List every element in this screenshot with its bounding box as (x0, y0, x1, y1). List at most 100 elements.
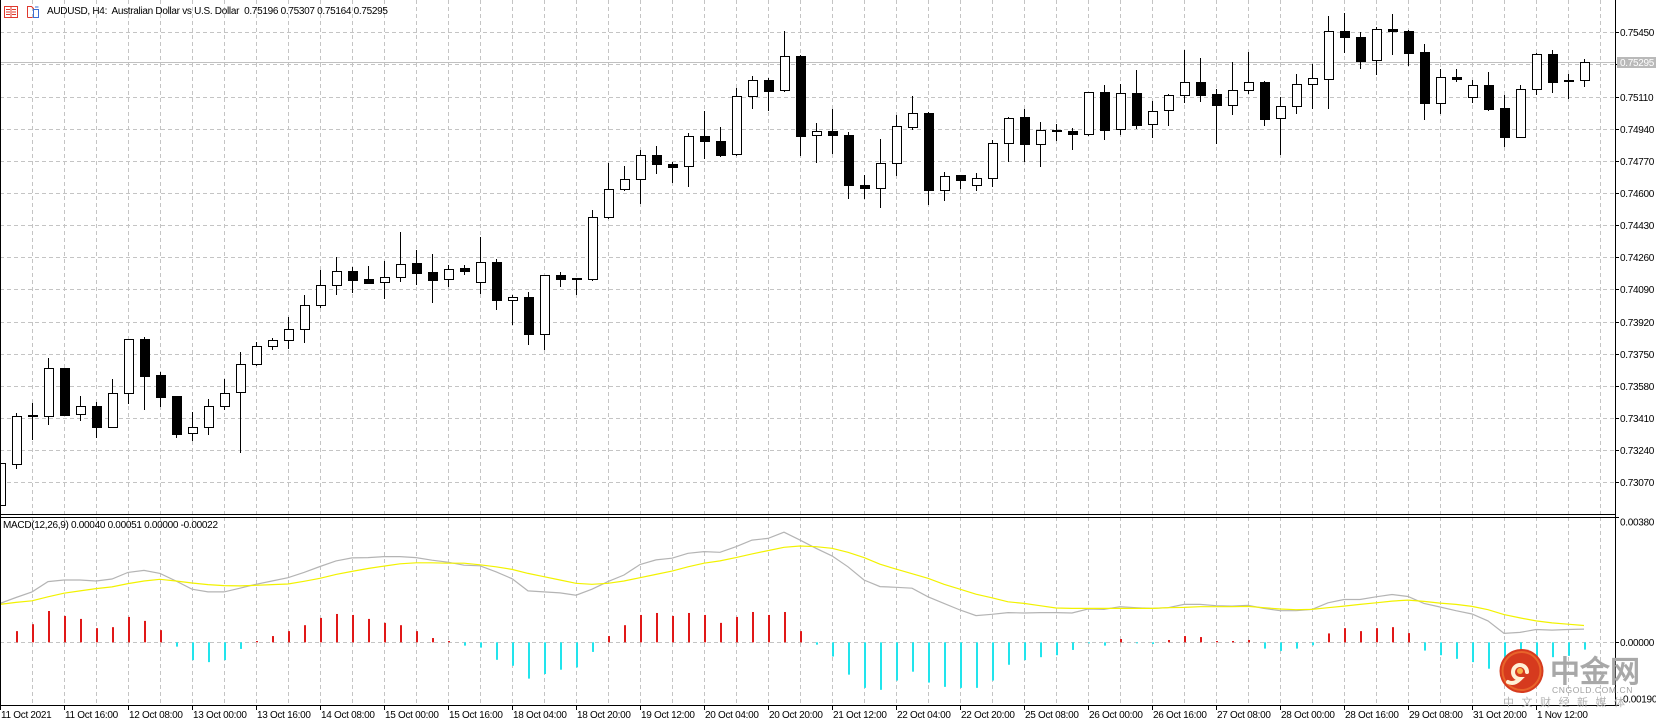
histogram-bar-negative (1312, 642, 1314, 646)
macd-pane-background[interactable] (0, 517, 1615, 705)
time-label: 31 Oct 20:00 (1473, 710, 1527, 721)
watermark-domain: CNGOLD.COM.CN (1552, 685, 1633, 695)
macd-axis[interactable]: 0.00380 0.00000 -0.00190 (1615, 517, 1656, 706)
time-axis[interactable]: 11 Oct 2021 11 Oct 16:00 12 Oct 08:00 13 Oc… (0, 705, 1615, 721)
candle (364, 266, 374, 284)
histogram-bar-negative (1456, 642, 1458, 659)
price-label: 0.73240 (1620, 446, 1655, 457)
candle (460, 265, 470, 275)
macd-pane[interactable] (0, 517, 1615, 705)
price-axis[interactable]: 0.754500.752800.751100.749400.747700.746… (1615, 0, 1656, 705)
candle-body-bull (1116, 93, 1126, 130)
candle-body-bull (236, 364, 246, 393)
candle-body-bear (364, 279, 374, 284)
candle-body-bull (620, 179, 630, 190)
histogram-bar-positive (160, 630, 162, 643)
candle-body-bull (204, 406, 214, 428)
candle (1052, 124, 1062, 141)
one-click-trading-icon[interactable] (26, 5, 40, 18)
candle (1292, 74, 1302, 114)
candle-body-bear (956, 175, 966, 181)
candle-body-bull (684, 136, 694, 167)
watermark-brand: 中金网 (1550, 655, 1640, 690)
histogram-bar-negative (1472, 642, 1474, 663)
histogram-bar-negative (1104, 642, 1106, 646)
candle-body-bull (876, 163, 886, 189)
candle (1468, 80, 1478, 103)
time-label: 13 Oct 16:00 (257, 710, 311, 721)
candle (620, 166, 630, 191)
macd-line (0, 531, 1585, 635)
candle-body-bull (268, 340, 278, 347)
histogram-bar-positive (400, 625, 402, 643)
price-pane[interactable] (0, 0, 1615, 514)
candle-body-bull (508, 297, 518, 301)
candle-body-bull (332, 271, 342, 286)
histogram-bar-negative (1040, 642, 1042, 658)
histogram-bar-negative (560, 642, 562, 670)
histogram-bar-negative (1440, 642, 1442, 656)
signal-line (0, 545, 1585, 627)
candle-body-bull (1180, 82, 1190, 96)
candle (940, 172, 950, 201)
price-label: 0.74940 (1620, 125, 1655, 136)
candle-body-bull (892, 126, 902, 164)
candle (1548, 50, 1558, 93)
time-label: 26 Oct 16:00 (1153, 710, 1207, 721)
time-label: 20 Oct 04:00 (705, 710, 759, 721)
time-label: 21 Oct 12:00 (833, 710, 887, 721)
candle (1036, 122, 1046, 167)
histogram-bar-positive (1120, 639, 1122, 643)
candle (716, 127, 726, 157)
macd-histogram (16, 611, 1586, 690)
candle (1164, 94, 1174, 126)
depth-of-market-icon[interactable] (4, 6, 18, 19)
macd-axis-label: 0.00000 (1620, 638, 1655, 649)
candle-body-bull (1516, 89, 1526, 138)
histogram-bar-positive (448, 641, 450, 643)
histogram-bar-negative (592, 642, 594, 652)
candle (108, 379, 118, 428)
candle-body-bull (1228, 90, 1238, 106)
candle-body-bear (92, 406, 102, 428)
price-label: 0.75450 (1620, 28, 1655, 39)
candle (1420, 44, 1430, 120)
candle-body-bull (380, 277, 390, 283)
candle (492, 259, 502, 310)
candle (1308, 64, 1318, 109)
histogram-bar-positive (384, 622, 386, 643)
candle (972, 173, 982, 191)
histogram-bar-positive (80, 618, 82, 643)
candle (652, 146, 662, 174)
candle-body-bear (924, 113, 934, 191)
candle (876, 139, 886, 208)
candle (1580, 59, 1590, 87)
time-label: 28 Oct 00:00 (1281, 710, 1335, 721)
histogram-bar-positive (1248, 640, 1250, 643)
histogram-bar-positive (752, 611, 754, 643)
histogram-bar-negative (176, 642, 178, 647)
candle (220, 379, 230, 410)
histogram-bar-negative (1568, 642, 1570, 656)
histogram-bar-positive (720, 622, 722, 643)
time-label: 15 Oct 16:00 (449, 710, 503, 721)
candle (76, 396, 86, 421)
histogram-bar-positive (1376, 628, 1378, 643)
candle-body-bull (108, 393, 118, 428)
histogram-bar-positive (272, 636, 274, 643)
histogram-bar-negative (1552, 642, 1554, 658)
candle (524, 292, 534, 345)
candle-body-bear (428, 272, 438, 281)
histogram-bar-negative (976, 642, 978, 688)
candle-body-doji (572, 278, 582, 280)
price-label: 0.73920 (1620, 318, 1655, 329)
candle-body-bull (316, 285, 326, 306)
histogram-bar-positive (16, 631, 18, 643)
candle (636, 150, 646, 204)
time-label: 22 Oct 20:00 (961, 710, 1015, 721)
histogram-bar-negative (464, 642, 466, 646)
candle (1084, 92, 1094, 136)
candle-body-bull (636, 155, 646, 180)
